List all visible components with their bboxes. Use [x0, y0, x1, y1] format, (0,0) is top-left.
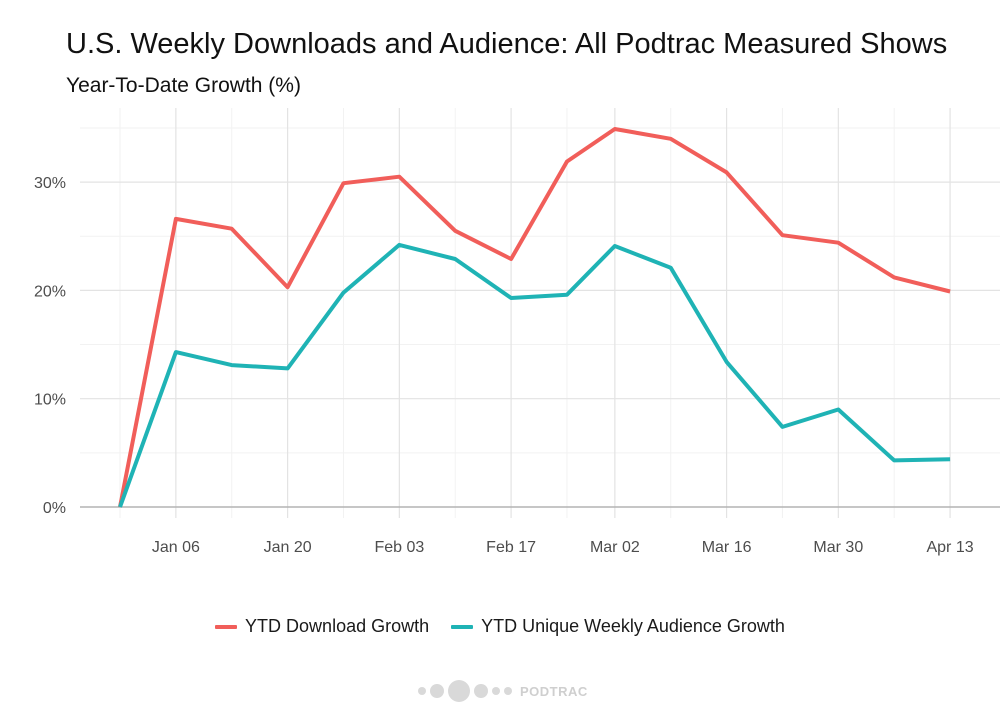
series-line-1	[118, 242, 951, 508]
minor-gridlines	[80, 108, 1000, 518]
logo-dot-icon	[504, 687, 512, 695]
x-tick-label: Mar 30	[813, 539, 863, 556]
series-lines	[118, 127, 951, 508]
x-tick-label: Jan 06	[152, 539, 200, 556]
y-tick-label: 20%	[34, 283, 66, 300]
series-line-0	[118, 127, 951, 508]
y-tick-label: 10%	[34, 392, 66, 409]
legend-swatch-download	[215, 624, 238, 629]
legend: YTD Download Growth YTD Unique Weekly Au…	[0, 616, 1000, 637]
x-tick-label: Mar 02	[590, 539, 640, 556]
legend-swatch-audience	[451, 624, 474, 629]
logo-dot-icon	[474, 684, 488, 698]
logo-dot-icon	[430, 684, 444, 698]
x-tick-label: Feb 03	[374, 539, 424, 556]
legend-label-download: YTD Download Growth	[245, 616, 430, 636]
logo-dot-icon	[492, 687, 500, 695]
x-tick-label: Mar 16	[702, 539, 752, 556]
logo-dot-icon	[418, 687, 426, 695]
chart-subtitle: Year-To-Date Growth (%)	[66, 74, 301, 97]
x-tick-label: Feb 17	[486, 539, 536, 556]
x-tick-label: Jan 20	[264, 539, 312, 556]
chart-title: U.S. Weekly Downloads and Audience: All …	[66, 28, 948, 60]
legend-label-audience: YTD Unique Weekly Audience Growth	[481, 616, 785, 636]
legend-item-audience: YTD Unique Weekly Audience Growth	[451, 616, 785, 637]
logo-text: PODTRAC	[520, 683, 588, 699]
legend-item-download: YTD Download Growth	[215, 616, 429, 637]
logo-dot-icon	[448, 680, 470, 702]
major-gridlines	[80, 108, 1000, 518]
x-tick-label: Apr 13	[926, 539, 973, 556]
podtrac-logo: PODTRAC	[418, 680, 588, 702]
axis-tick-labels: 0% 10% 20% 30% Jan 06 Jan 20 Feb 03 Feb 17 Mar 0…	[34, 175, 974, 556]
y-tick-label: 30%	[34, 175, 66, 192]
y-tick-label: 0%	[43, 500, 66, 517]
